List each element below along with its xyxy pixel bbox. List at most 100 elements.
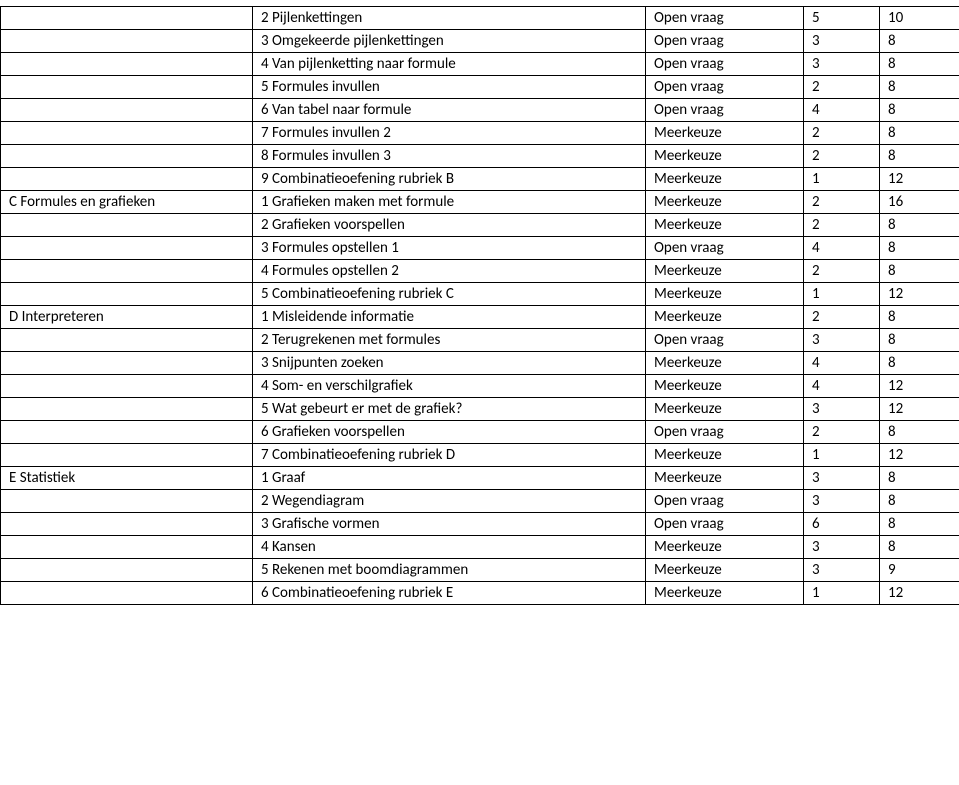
table-cell: 3 (804, 53, 880, 76)
table-cell: 7 Formules invullen 2 (253, 122, 646, 145)
table-cell (1, 490, 253, 513)
table-cell: 5 Rekenen met boomdiagrammen (253, 559, 646, 582)
table-cell: Meerkeuze (646, 122, 804, 145)
table-cell: 3 (804, 329, 880, 352)
table-cell (1, 559, 253, 582)
table-cell: E Statistiek (1, 467, 253, 490)
table-row: 2 Grafieken voorspellenMeerkeuze28 (1, 214, 959, 237)
table-cell: 8 (880, 467, 959, 490)
table-cell: Meerkeuze (646, 352, 804, 375)
table-cell: 8 (880, 237, 959, 260)
table-cell: 10 (880, 7, 959, 30)
table-cell: 12 (880, 168, 959, 191)
table-cell: Open vraag (646, 513, 804, 536)
table-cell (1, 122, 253, 145)
table-cell (1, 536, 253, 559)
table-cell (1, 283, 253, 306)
table-cell: 4 (804, 375, 880, 398)
table-cell: 8 (880, 30, 959, 53)
table-cell: 3 (804, 490, 880, 513)
table-row: 5 Combinatieoefening rubriek CMeerkeuze 1… (1, 283, 959, 306)
table-cell: 8 (880, 536, 959, 559)
table-cell: Meerkeuze (646, 375, 804, 398)
table-cell: 4 Som- en verschilgrafiek (253, 375, 646, 398)
table-cell: Meerkeuze (646, 306, 804, 329)
table-cell: 2 Terugrekenen met formules (253, 329, 646, 352)
table-cell: Meerkeuze (646, 283, 804, 306)
table-cell: Meerkeuze (646, 260, 804, 283)
table-cell: 8 (880, 513, 959, 536)
table-row: 5 Wat gebeurt er met de grafiek?Meerkeuz… (1, 398, 959, 421)
table-cell: 6 (804, 513, 880, 536)
table-cell: 8 (880, 145, 959, 168)
table-cell: 9 (880, 559, 959, 582)
table-cell (1, 582, 253, 605)
table-cell: 12 (880, 582, 959, 605)
table-cell: 2 Wegendiagram (253, 490, 646, 513)
table-cell: 6 Combinatieoefening rubriek E (253, 582, 646, 605)
table-cell: Meerkeuze (646, 214, 804, 237)
table-cell: Open vraag (646, 76, 804, 99)
table-cell (1, 444, 253, 467)
table-row: 4 KansenMeerkeuze38 (1, 536, 959, 559)
table-cell: C Formules en grafieken (1, 191, 253, 214)
table-cell: 1 (804, 582, 880, 605)
table-cell (1, 237, 253, 260)
table-cell: Open vraag (646, 99, 804, 122)
table-cell: 8 (880, 214, 959, 237)
table-cell: 4 (804, 99, 880, 122)
table-cell: Meerkeuze (646, 467, 804, 490)
table-cell: Open vraag (646, 329, 804, 352)
table-cell: 3 Omgekeerde pijlenkettingen (253, 30, 646, 53)
table-cell (1, 168, 253, 191)
table-cell: 2 Pijlenkettingen (253, 7, 646, 30)
table-cell: 5 Formules invullen (253, 76, 646, 99)
table-cell (1, 260, 253, 283)
table-cell: Meerkeuze (646, 191, 804, 214)
table-cell: 3 (804, 536, 880, 559)
table-cell: 3 (804, 559, 880, 582)
table-cell: 8 (880, 99, 959, 122)
table-cell: 16 (880, 191, 959, 214)
table-cell: 12 (880, 283, 959, 306)
table-row: 7 Combinatieoefening rubriek DMeerkeuze1… (1, 444, 959, 467)
table-cell: Open vraag (646, 7, 804, 30)
table-cell: 6 Grafieken voorspellen (253, 421, 646, 444)
table-cell (1, 7, 253, 30)
table-row: 2 PijlenkettingenOpen vraag510 (1, 7, 959, 30)
table-cell: 3 Snijpunten zoeken (253, 352, 646, 375)
table-cell: 8 Formules invullen 3 (253, 145, 646, 168)
table-cell: 5 (804, 7, 880, 30)
table-cell: 5 Combinatieoefening rubriek C (253, 283, 646, 306)
table-cell: 8 (880, 352, 959, 375)
table-cell: 1 (804, 168, 880, 191)
table-cell: 2 (804, 145, 880, 168)
table-cell: 8 (880, 53, 959, 76)
table-cell: 5 Wat gebeurt er met de grafiek? (253, 398, 646, 421)
table-cell: Meerkeuze (646, 145, 804, 168)
table-row: 5 Formules invullenOpen vraag28 (1, 76, 959, 99)
table-cell: 2 (804, 260, 880, 283)
table-cell: 12 (880, 444, 959, 467)
table-cell: 4 Formules opstellen 2 (253, 260, 646, 283)
table-cell: 9 Combinatieoefening rubriek B (253, 168, 646, 191)
table-cell: 3 Formules opstellen 1 (253, 237, 646, 260)
table-cell: 2 (804, 214, 880, 237)
table-cell: 3 Grafische vormen (253, 513, 646, 536)
table-cell (1, 352, 253, 375)
table-cell (1, 30, 253, 53)
table-row: 3 Grafische vormenOpen vraag68 (1, 513, 959, 536)
table-row: 4 Som- en verschilgrafiekMeerkeuze412 (1, 375, 959, 398)
table-cell: 1 (804, 444, 880, 467)
table-cell: 2 (804, 122, 880, 145)
table-cell: 2 (804, 421, 880, 444)
table-cell (1, 329, 253, 352)
table-cell: Meerkeuze (646, 398, 804, 421)
table-cell (1, 214, 253, 237)
table-row: 3 Omgekeerde pijlenkettingenOpen vraag38 (1, 30, 959, 53)
table-row: 3 Formules opstellen 1Open vraag48 (1, 237, 959, 260)
table-cell (1, 375, 253, 398)
table-cell: 4 (804, 237, 880, 260)
table-row: 4 Formules opstellen 2Meerkeuze28 (1, 260, 959, 283)
table-cell (1, 513, 253, 536)
